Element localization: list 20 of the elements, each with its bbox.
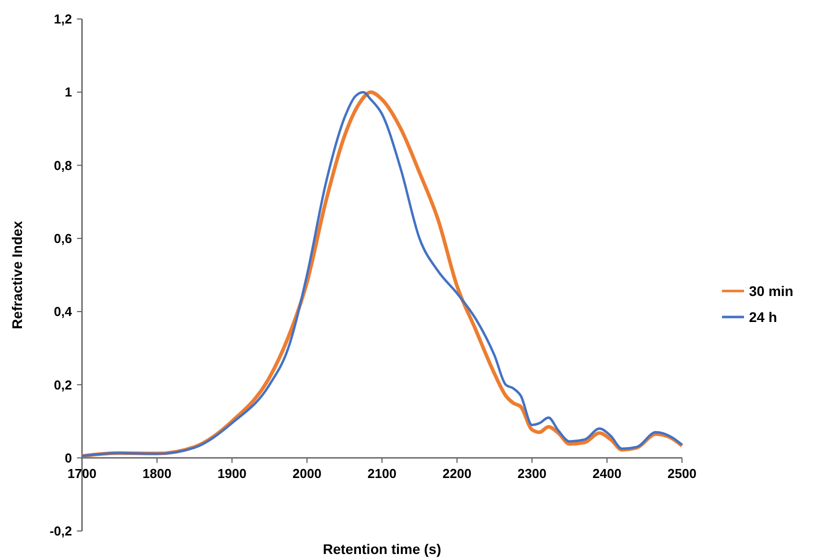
y-tick-label: 1,2	[54, 12, 72, 27]
x-tick-label: 2200	[442, 466, 472, 481]
x-tick-label: 2400	[592, 466, 622, 481]
y-tick-label: 1	[64, 84, 72, 100]
y-axis-title: Refractive Index	[9, 220, 25, 330]
x-tick-label: 2000	[292, 466, 322, 481]
legend-label: 24 h	[749, 308, 778, 325]
x-tick-label: 1800	[142, 466, 172, 481]
y-tick-label: -0,2	[50, 524, 72, 539]
legend-label: 30 min	[749, 282, 794, 299]
y-tick-label: 0,6	[54, 230, 72, 246]
y-tick-label: 0,2	[54, 377, 72, 392]
x-tick-label: 2500	[668, 466, 696, 481]
x-axis-title: Retention time (s)	[322, 541, 442, 557]
y-tick-label: 0	[64, 450, 72, 466]
y-tick-label: 0,4	[54, 304, 73, 320]
x-tick-label: 1900	[218, 466, 246, 481]
y-tick-label: 0,8	[54, 158, 72, 173]
x-tick-label: 2100	[368, 466, 396, 481]
x-tick-label: 2300	[518, 466, 546, 481]
